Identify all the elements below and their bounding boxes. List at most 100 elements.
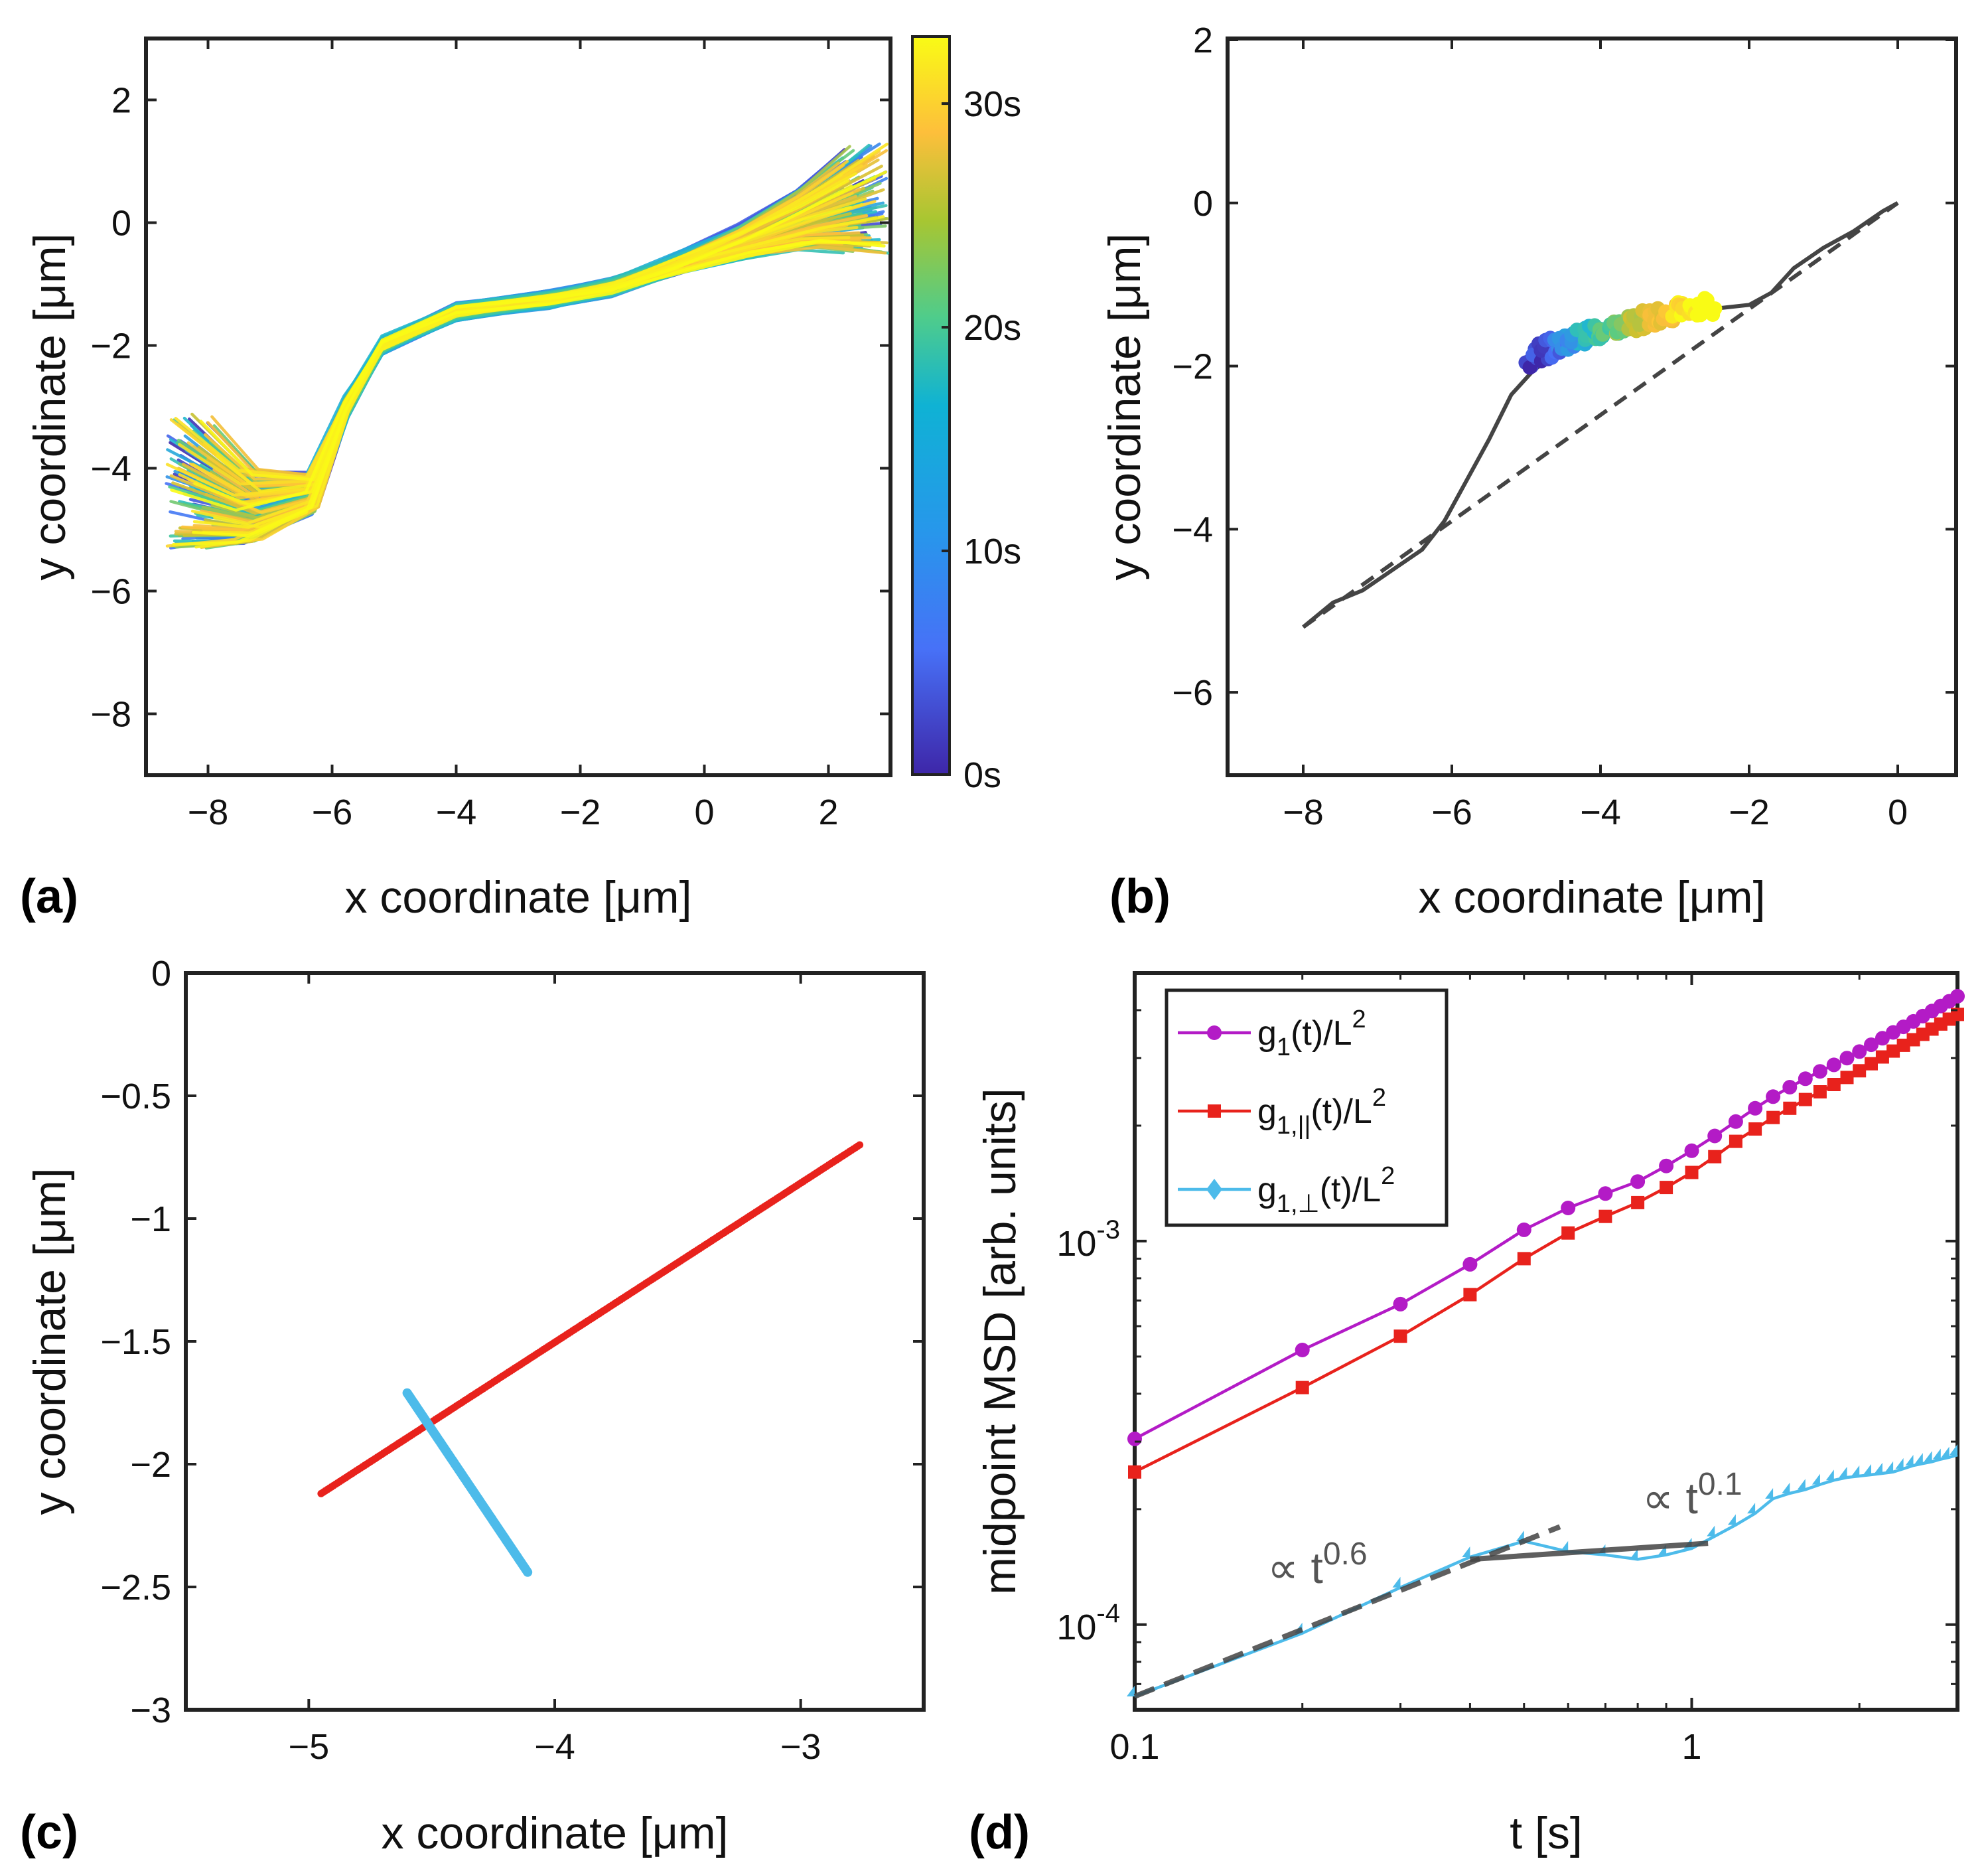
legend-d: g1(t)/L2 g1,||(t)/L2 g1,⊥(t)/L2 bbox=[1165, 988, 1449, 1227]
g1perp-marker bbox=[1924, 1451, 1932, 1462]
g1-marker bbox=[1516, 1222, 1531, 1237]
g1perp-marker bbox=[1851, 1465, 1860, 1476]
g1par-marker bbox=[1295, 1381, 1309, 1394]
g1par-marker bbox=[1685, 1165, 1699, 1179]
trajectory-bundle-a bbox=[165, 142, 890, 550]
ticks-d: 0.1 1 10-4 10-3 bbox=[1056, 973, 1959, 1767]
panel-d: 0.1 1 10-4 10-3 t [s] midpoint MSD [arb. un… bbox=[969, 971, 1965, 1859]
g1-marker bbox=[1462, 1256, 1478, 1272]
g1par-marker bbox=[1748, 1122, 1762, 1136]
g1par-marker bbox=[1886, 1044, 1900, 1058]
xtick-label: −5 bbox=[289, 1727, 330, 1767]
g1perp-marker bbox=[1392, 1576, 1401, 1588]
panel-label-d: (d) bbox=[969, 1806, 1030, 1859]
g1-marker bbox=[1728, 1114, 1743, 1129]
g1-marker bbox=[1684, 1143, 1699, 1158]
g1perp-marker bbox=[1707, 1525, 1715, 1537]
legend-label-g1par: g1,||(t)/L2 bbox=[1257, 1084, 1386, 1140]
xtick-label: 1 bbox=[1681, 1727, 1701, 1767]
g1par-marker bbox=[1840, 1071, 1854, 1085]
g1perp-marker bbox=[1905, 1455, 1914, 1466]
g1-marker bbox=[1295, 1343, 1310, 1357]
ytick-label: −6 bbox=[90, 572, 131, 612]
plot-area-d bbox=[1127, 989, 1965, 1699]
g1par-marker bbox=[1865, 1057, 1878, 1071]
g1par-marker bbox=[1783, 1101, 1797, 1115]
g1par-marker bbox=[1598, 1209, 1612, 1223]
legend-label-g1: g1(t)/L2 bbox=[1257, 1006, 1366, 1061]
fit-annotation-0.1: ∝ t0.1 bbox=[1642, 1467, 1742, 1523]
ytick-label: −0.5 bbox=[100, 1077, 171, 1116]
g1par-marker bbox=[1128, 1465, 1141, 1479]
xtick-label: −6 bbox=[312, 792, 353, 832]
fit-line-0.6 bbox=[1133, 1524, 1561, 1699]
parallel-point bbox=[856, 1141, 864, 1149]
g1-marker bbox=[1950, 989, 1965, 1004]
ytick-label: −6 bbox=[1172, 673, 1213, 713]
ticks-c: −5 −4 −3 0 −0.5 −1 −1.5 −2 −2.5 −3 bbox=[100, 954, 924, 1767]
g1-marker bbox=[1630, 1174, 1646, 1189]
ticks-b: −8 −6 −4 −2 0 2 0 −2 −4 −6 bbox=[1172, 21, 1956, 832]
g1-marker bbox=[1598, 1186, 1613, 1201]
g1par-marker bbox=[1660, 1181, 1673, 1195]
ytick-label: 0 bbox=[1193, 184, 1213, 224]
g1perp-marker bbox=[1914, 1453, 1923, 1464]
g1-marker bbox=[1748, 1100, 1763, 1116]
g1par-marker bbox=[1798, 1092, 1812, 1106]
g1perp-marker bbox=[1839, 1467, 1847, 1478]
xlabel-d: t [s] bbox=[1510, 1808, 1583, 1858]
plot-area-b bbox=[1302, 201, 1899, 629]
g1perp-marker bbox=[1895, 1458, 1904, 1469]
ytick-label: −1 bbox=[130, 1199, 171, 1239]
panel-label-a: (a) bbox=[20, 870, 78, 923]
g1-marker bbox=[1798, 1071, 1813, 1087]
g1perp-marker bbox=[1727, 1514, 1736, 1525]
panel-b: −8 −6 −4 −2 0 2 0 −2 −4 −6 x coordinate [μm] y co… bbox=[1100, 21, 1958, 923]
ytick-label: 0 bbox=[111, 204, 131, 244]
g1perp-line bbox=[1134, 1453, 1958, 1698]
xtick-label: −8 bbox=[188, 792, 229, 832]
ytick-label: −2 bbox=[130, 1445, 171, 1485]
ytick-label: −4 bbox=[90, 449, 131, 489]
g1perp-marker bbox=[1747, 1503, 1756, 1514]
g1par-marker bbox=[1393, 1329, 1407, 1343]
ytick-label: 10-3 bbox=[1056, 1215, 1120, 1264]
g1par-marker bbox=[1875, 1050, 1889, 1064]
axes-a bbox=[144, 37, 892, 777]
ytick-label: 10-4 bbox=[1056, 1599, 1120, 1647]
g1perp-marker bbox=[1462, 1546, 1470, 1558]
panel-a: −8 −6 −4 −2 0 2 2 0 −2 −4 −6 −8 x coordinate [μm] y… bbox=[20, 35, 1021, 923]
ylabel-c: y coordinate [μm] bbox=[25, 1168, 75, 1515]
g1par-marker bbox=[1729, 1134, 1742, 1148]
g1-marker bbox=[1839, 1051, 1855, 1066]
colorbar-tick-label: 10s bbox=[963, 532, 1021, 571]
g1-marker bbox=[1875, 1031, 1890, 1046]
g1par-marker bbox=[1827, 1078, 1841, 1091]
g1perp-marker bbox=[1127, 1685, 1135, 1696]
ytick-label: −8 bbox=[90, 695, 131, 735]
legend-marker-g1perp bbox=[1206, 1179, 1222, 1200]
xtick-label: −3 bbox=[780, 1727, 821, 1767]
colorbar-tick-label: 0s bbox=[963, 755, 1001, 795]
g1perp-marker bbox=[1874, 1462, 1882, 1473]
g1perp-marker bbox=[1885, 1461, 1894, 1472]
g1par-marker bbox=[1517, 1252, 1531, 1266]
ytick-label: 2 bbox=[111, 81, 131, 121]
xtick-label: −4 bbox=[436, 792, 477, 832]
ytick-label: 0 bbox=[151, 954, 171, 994]
g1perp-marker bbox=[1516, 1531, 1524, 1542]
g1perp-marker bbox=[1863, 1463, 1872, 1475]
xtick-label: −6 bbox=[1431, 792, 1472, 832]
legend-marker-g1par bbox=[1208, 1104, 1221, 1118]
g1-marker bbox=[1127, 1431, 1142, 1446]
xtick-label: −8 bbox=[1283, 792, 1324, 832]
trajectory-line bbox=[174, 202, 864, 479]
ytick-label: −2.5 bbox=[100, 1568, 171, 1608]
g1par-marker bbox=[1853, 1064, 1867, 1078]
xlabel-b: x coordinate [μm] bbox=[1419, 872, 1766, 923]
ytick-label: −3 bbox=[130, 1690, 171, 1730]
g1-marker bbox=[1659, 1158, 1674, 1173]
g1perp-marker bbox=[1932, 1448, 1941, 1460]
end-to-end-dashed-line bbox=[1302, 201, 1899, 629]
legend-marker-g1 bbox=[1207, 1025, 1222, 1040]
